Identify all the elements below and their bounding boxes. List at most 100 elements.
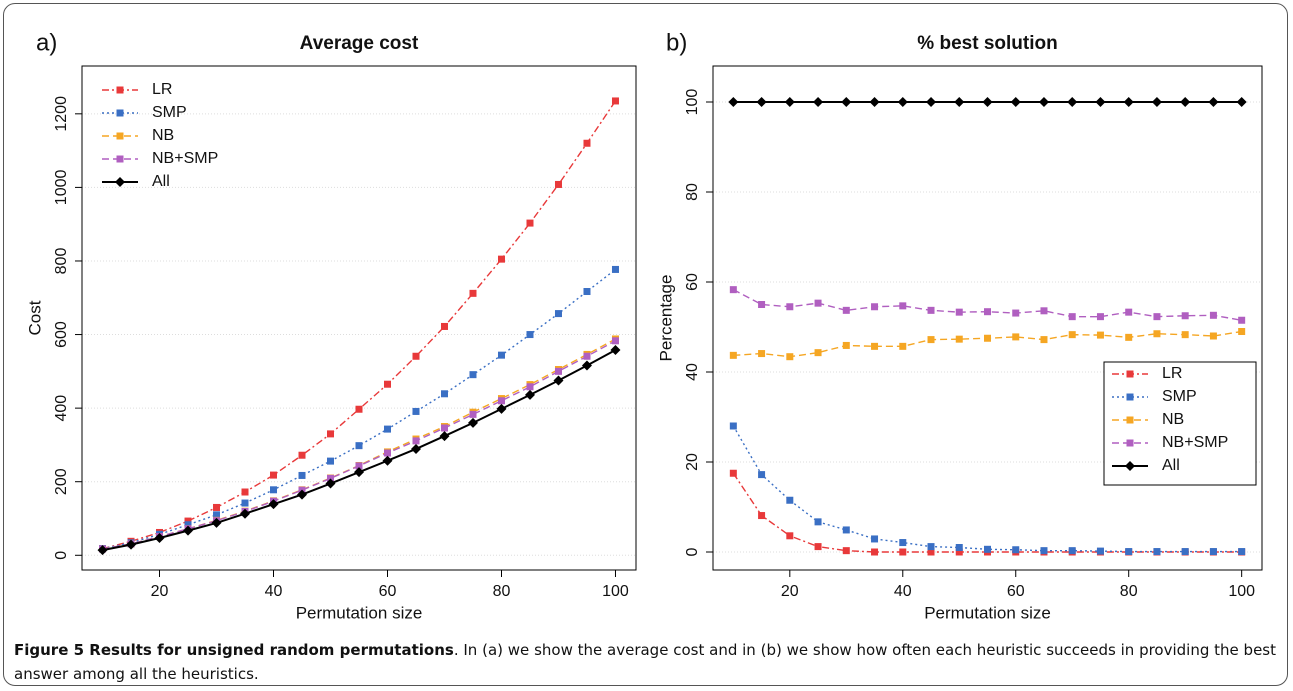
data-point — [729, 286, 737, 294]
data-point — [440, 390, 448, 398]
legend-label: SMP — [1162, 388, 1197, 405]
data-point — [553, 375, 564, 386]
plot-frame — [712, 65, 1263, 571]
y-tick-label: 1000 — [53, 170, 70, 206]
data-point — [897, 97, 908, 107]
panel-label: a) — [36, 29, 57, 56]
data-point — [241, 488, 249, 496]
x-tick-label: 20 — [151, 583, 169, 600]
data-point — [899, 302, 907, 310]
chart-title: % best solution — [917, 33, 1057, 54]
data-point — [383, 449, 391, 457]
legend-marker — [1126, 370, 1134, 378]
data-point — [1012, 333, 1020, 341]
legend-label: NB+SMP — [1162, 434, 1228, 451]
data-point — [611, 337, 619, 345]
data-point — [871, 548, 879, 556]
data-point — [467, 417, 478, 428]
data-point — [183, 525, 194, 536]
y-tick-label: 0 — [684, 547, 701, 556]
data-point — [814, 543, 822, 551]
y-tick-label: 80 — [684, 183, 701, 201]
data-point — [554, 310, 562, 318]
data-point — [439, 431, 450, 442]
data-point — [869, 97, 880, 107]
x-tick-label: 60 — [379, 583, 397, 600]
data-point — [213, 503, 221, 511]
data-point — [984, 308, 991, 316]
data-point — [1153, 330, 1161, 338]
data-point — [871, 342, 879, 350]
data-point — [583, 288, 591, 296]
data-point — [297, 489, 308, 500]
data-point — [814, 349, 822, 357]
data-point — [813, 97, 824, 107]
legend-label: SMP — [152, 104, 187, 121]
y-tick-label: 100 — [684, 89, 701, 116]
data-point — [97, 545, 108, 556]
data-point — [469, 410, 477, 418]
data-point — [927, 548, 935, 556]
y-tick-label: 60 — [684, 273, 701, 291]
data-point — [784, 97, 795, 107]
data-point — [1067, 97, 1078, 107]
data-point — [984, 545, 991, 553]
x-axis-title: Permutation size — [296, 603, 423, 622]
data-point — [786, 496, 794, 504]
data-point — [1096, 313, 1104, 321]
data-point — [1209, 311, 1217, 319]
data-point — [758, 301, 766, 308]
y-axis-title: Cost — [25, 300, 44, 335]
data-point — [1208, 97, 1219, 107]
data-point — [758, 512, 766, 520]
data-point — [786, 353, 794, 361]
data-point — [1010, 97, 1021, 107]
data-point — [497, 351, 505, 359]
y-tick-label: 600 — [53, 321, 70, 348]
data-point — [610, 345, 621, 356]
data-point — [1095, 97, 1106, 107]
chart-title: Average cost — [300, 33, 419, 54]
data-point — [758, 350, 766, 358]
y-tick-label: 800 — [53, 248, 70, 275]
data-point — [955, 544, 963, 551]
data-point — [1012, 546, 1020, 554]
data-point — [611, 265, 619, 273]
data-point — [611, 97, 619, 105]
series-line — [102, 349, 616, 552]
legend-marker — [116, 132, 124, 140]
data-point — [1209, 548, 1217, 556]
data-point — [554, 367, 562, 375]
data-point — [871, 535, 879, 543]
data-point — [982, 97, 993, 107]
data-point — [1181, 312, 1189, 320]
data-point — [526, 331, 534, 339]
legend-label: All — [1162, 457, 1180, 474]
data-point — [871, 303, 879, 311]
data-point — [410, 443, 421, 454]
caption-text: . In (a) we show the average cost and in… — [14, 641, 1277, 683]
data-point — [327, 430, 335, 438]
data-point — [1125, 548, 1133, 556]
data-point — [729, 469, 737, 477]
plot-frame — [81, 65, 637, 571]
data-point — [583, 352, 591, 360]
data-point — [355, 462, 363, 470]
data-point — [1238, 316, 1246, 324]
data-point — [841, 97, 852, 107]
data-point — [412, 407, 420, 415]
data-point — [298, 471, 306, 479]
data-point — [211, 517, 222, 528]
data-point — [728, 97, 739, 107]
data-point — [325, 478, 336, 489]
data-point — [729, 351, 737, 359]
x-tick-label: 20 — [781, 583, 799, 600]
data-point — [954, 97, 965, 107]
data-point — [1209, 332, 1217, 340]
data-point — [327, 474, 335, 482]
data-point — [842, 526, 850, 534]
data-point — [729, 422, 737, 430]
data-point — [184, 521, 192, 529]
data-point — [1096, 331, 1104, 339]
